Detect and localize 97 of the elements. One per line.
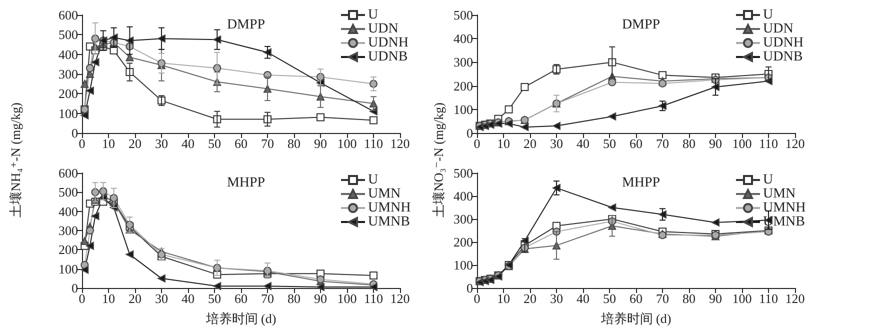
legend-label: UDNB — [368, 50, 408, 64]
x-tick-label: 60 — [234, 136, 248, 151]
x-tick-label: 10 — [497, 136, 510, 151]
y-tick-label: 0 — [72, 280, 78, 296]
x-tick-label: 40 — [182, 136, 194, 151]
chart-title: MHPP — [622, 176, 660, 190]
x-tick-label: 70 — [656, 136, 669, 151]
x-tick-label: 80 — [288, 136, 300, 151]
x-axis-title: 培养时间 (d) — [204, 311, 276, 326]
x-tick-label: 100 — [732, 291, 752, 306]
x-tick-label: 70 — [261, 136, 274, 151]
x-tick-label: 110 — [758, 136, 778, 151]
x-tick-label: 80 — [682, 136, 696, 151]
x-tick-label: 30 — [155, 291, 168, 306]
legend-label: U — [763, 172, 774, 188]
y-tick-label: 400 — [454, 31, 473, 46]
x-tick-label: 30 — [155, 136, 168, 151]
legend-label: UDNH — [763, 36, 804, 50]
y-tick-label: 0 — [72, 126, 78, 140]
legend-label: U — [368, 8, 378, 22]
x-tick-label: 90 — [314, 291, 327, 306]
y-tick-label: 500 — [454, 166, 473, 180]
y-tick-label: 400 — [454, 188, 473, 204]
y-tick-label: 100 — [454, 258, 473, 272]
x-tick-label: 40 — [576, 136, 590, 151]
y-tick-label: 300 — [58, 66, 78, 82]
x-tick-label: 100 — [337, 291, 357, 306]
legend-label: UMNB — [368, 214, 410, 230]
y-tick-label: 300 — [454, 212, 473, 226]
x-axis-title: 培养时间 (d) — [600, 311, 672, 326]
x-tick-label: 120 — [390, 136, 410, 151]
y-tick-label: 600 — [58, 166, 78, 180]
x-tick-label: 30 — [550, 291, 563, 306]
y-tick-label: 100 — [454, 102, 473, 117]
x-tick-label: 70 — [261, 291, 274, 306]
y-tick-label: 0 — [466, 126, 473, 140]
x-tick-label: 110 — [364, 291, 384, 306]
y-tick-label: 200 — [58, 86, 78, 102]
y-tick-label: 400 — [58, 46, 78, 62]
y-tick-label: 100 — [58, 106, 78, 121]
x-tick-label: 70 — [656, 291, 669, 306]
legend-label: UDNH — [368, 36, 408, 50]
x-tick-label: 40 — [576, 291, 590, 306]
x-tick-label: 50 — [603, 291, 616, 306]
x-tick-label: 50 — [603, 136, 616, 151]
legend-label: UMN — [368, 186, 401, 202]
x-tick-label: 20 — [524, 136, 536, 151]
x-tick-label: 80 — [288, 291, 300, 306]
y-tick-label: 300 — [454, 54, 473, 70]
y-tick-label: 300 — [58, 223, 78, 238]
x-tick-label: 50 — [208, 136, 221, 151]
x-tick-label: 120 — [785, 291, 805, 306]
y-tick-label: 600 — [58, 8, 78, 22]
x-tick-label: 50 — [208, 291, 221, 306]
x-tick-label: 60 — [630, 136, 642, 151]
legend-label: UMNH — [368, 200, 411, 216]
x-tick-label: 40 — [182, 291, 194, 306]
x-tick-label: 100 — [337, 136, 357, 151]
y-tick-label: 0 — [466, 280, 473, 296]
chart-title: DMPP — [622, 18, 660, 32]
legend-label: UDN — [763, 22, 794, 36]
y-tick-label: 500 — [58, 184, 78, 200]
x-tick-label: 10 — [497, 291, 510, 306]
legend-label: UMNH — [763, 200, 806, 216]
x-tick-label: 80 — [682, 291, 696, 306]
legend-label: UMN — [763, 186, 796, 202]
x-tick-label: 60 — [630, 291, 642, 306]
legend-label: UDNB — [763, 50, 803, 64]
x-tick-label: 10 — [102, 291, 115, 306]
x-tick-label: 20 — [128, 291, 142, 306]
x-tick-label: 90 — [709, 136, 722, 151]
x-tick-label: 30 — [550, 136, 563, 151]
x-tick-label: 90 — [314, 136, 327, 151]
y-tick-label: 500 — [454, 8, 473, 22]
chart-title: MHPP — [226, 176, 266, 190]
x-tick-label: 100 — [732, 136, 752, 151]
legend-label: U — [368, 172, 378, 188]
x-tick-label: 60 — [234, 291, 248, 306]
x-tick-label: 120 — [785, 136, 805, 151]
y-tick-label: 200 — [454, 234, 473, 250]
x-tick-label: 110 — [758, 291, 778, 306]
y-tick-label: 400 — [58, 204, 78, 219]
x-tick-label: 120 — [390, 291, 410, 306]
y-tick-label: 500 — [58, 27, 78, 42]
chart-title: DMPP — [226, 18, 266, 32]
y-tick-label: 200 — [58, 242, 78, 258]
x-tick-label: 110 — [364, 136, 384, 151]
y-tick-label: 200 — [454, 78, 473, 94]
x-tick-label: 10 — [102, 136, 115, 151]
y-axis-title: 土壤NH₄⁺-N (mg/kg) — [7, 102, 24, 218]
legend-label: UDN — [368, 22, 398, 36]
x-tick-label: 20 — [524, 291, 536, 306]
x-tick-label: 90 — [709, 291, 722, 306]
y-tick-label: 100 — [58, 261, 78, 276]
y-axis-title: 土壤NO₃⁻-N (mg/kg) — [430, 102, 447, 218]
legend-label: U — [763, 8, 774, 22]
x-tick-label: 20 — [128, 136, 142, 151]
